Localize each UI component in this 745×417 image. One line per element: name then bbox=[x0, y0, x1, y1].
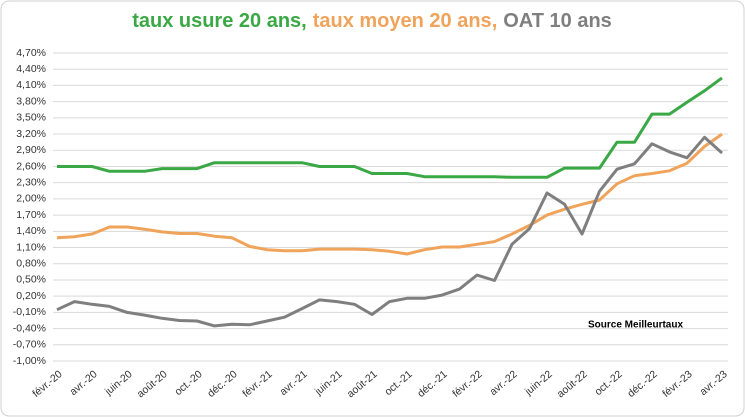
y-tick-label: 0,50% bbox=[16, 274, 46, 286]
y-tick-label: 1,40% bbox=[16, 225, 46, 237]
y-tick-label: 2,90% bbox=[16, 144, 46, 156]
y-tick-label: -0,40% bbox=[13, 322, 46, 334]
title-part: taux usure 20 ans bbox=[132, 10, 301, 32]
y-tick-label: 2,00% bbox=[16, 193, 46, 205]
y-tick-label: -0,10% bbox=[13, 306, 46, 318]
title-separator: , bbox=[492, 10, 498, 32]
y-tick-label: -0,70% bbox=[13, 339, 46, 351]
y-tick-label: 2,60% bbox=[16, 160, 46, 172]
y-tick-label: 3,80% bbox=[16, 95, 46, 107]
y-tick-label: 3,20% bbox=[16, 128, 46, 140]
y-tick-label: 3,50% bbox=[16, 112, 46, 124]
chart-title: taux usure 20 ans, taux moyen 20 ans, OAT … bbox=[132, 10, 612, 32]
y-tick-label: -1,00% bbox=[13, 355, 46, 367]
y-tick-label: 4,10% bbox=[16, 79, 46, 91]
y-tick-label: 4,70% bbox=[16, 47, 46, 59]
title-part: taux moyen 20 ans bbox=[313, 10, 492, 32]
y-tick-label: 0,20% bbox=[16, 290, 46, 302]
title-part: OAT 10 ans bbox=[503, 10, 612, 32]
y-tick-label: 2,30% bbox=[16, 176, 46, 188]
series-line bbox=[56, 132, 723, 256]
y-tick-label: 0,80% bbox=[16, 258, 46, 270]
title-separator: , bbox=[301, 10, 307, 32]
y-tick-label: 1,10% bbox=[16, 241, 46, 253]
y-tick-label: 1,70% bbox=[16, 209, 46, 221]
series-line bbox=[56, 135, 724, 328]
y-tick-label: 4,40% bbox=[16, 63, 46, 75]
annotation: Source Meilleurtaux bbox=[588, 320, 683, 331]
series-line bbox=[57, 76, 723, 179]
